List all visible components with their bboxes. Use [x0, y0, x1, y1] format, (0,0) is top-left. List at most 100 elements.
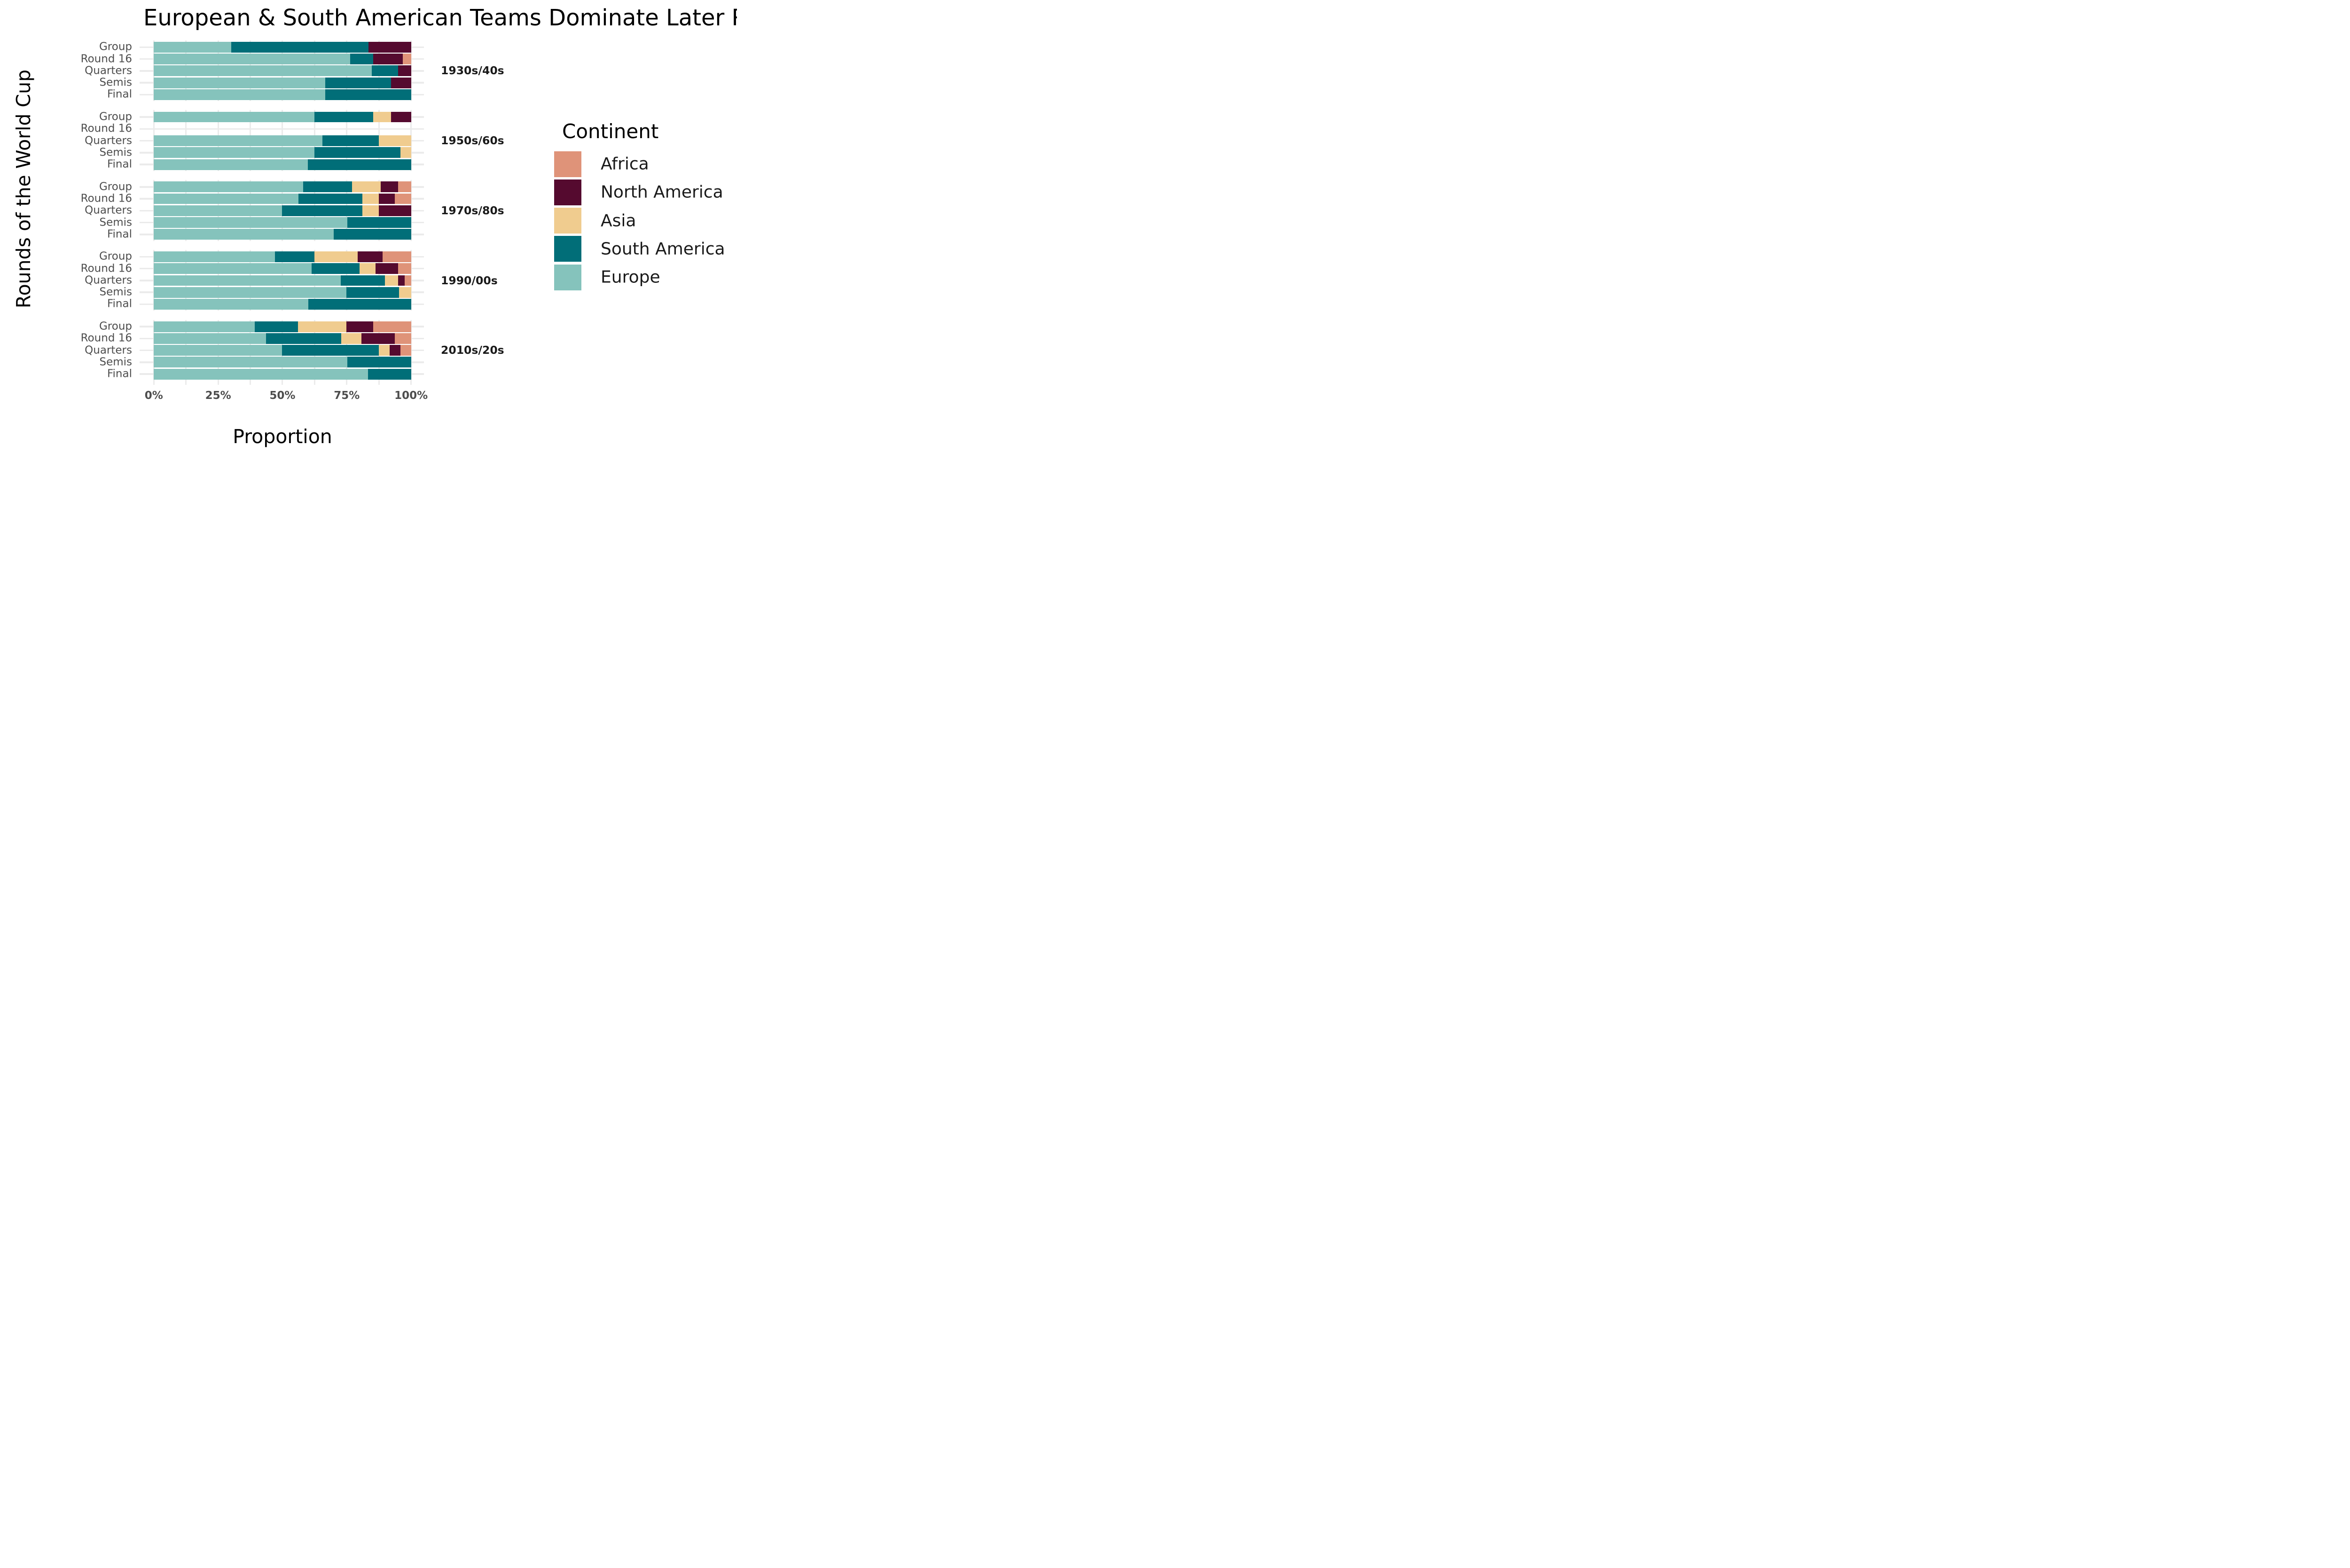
figure: European & South American Teams Dominate…	[0, 0, 737, 455]
stacked-bar	[154, 205, 411, 216]
bar-segment-south_america	[255, 321, 298, 332]
bar-segment-africa	[400, 345, 411, 356]
bar-segment-south_america	[371, 65, 398, 77]
bar-segment-africa	[403, 54, 411, 65]
row-label: Final	[107, 297, 132, 310]
bar-segment-europe	[154, 321, 255, 332]
bar-segment-north_america	[398, 65, 411, 77]
bar-segment-south_america	[282, 205, 362, 216]
bar-segment-europe	[154, 368, 368, 380]
bar-segment-europe	[154, 251, 275, 262]
row-label: Group	[99, 250, 132, 263]
bar-segment-europe	[154, 205, 282, 216]
bar-segment-asia	[359, 263, 376, 274]
stacked-bar	[154, 181, 411, 193]
bar-segment-asia	[399, 287, 411, 298]
bar-segment-north_america	[389, 345, 400, 356]
x-tick-label: 75%	[334, 390, 360, 402]
x-axis-tick	[410, 381, 412, 385]
bar-segment-north_america	[373, 54, 403, 65]
bar-segment-europe	[154, 299, 308, 310]
bar-segment-europe	[154, 65, 372, 77]
x-tick-label: 50%	[269, 390, 296, 402]
bar-segment-south_america	[308, 299, 411, 310]
panels-area: Group Round 16 Quarters Semis Final 1930s/40s…	[0, 0, 737, 455]
stacked-bar	[154, 251, 411, 262]
facet-label: 1950s/60s	[441, 134, 504, 148]
legend-swatch-africa	[554, 151, 581, 177]
bar-segment-europe	[154, 147, 314, 158]
bar-segment-north_america	[381, 181, 398, 193]
row-label: Group	[99, 110, 132, 123]
x-axis-tick	[185, 381, 187, 385]
legend-title: Continent	[562, 120, 659, 143]
stacked-bar	[154, 275, 411, 286]
stacked-bar	[154, 345, 411, 356]
row-label: Final	[107, 228, 132, 241]
row-label: Final	[107, 158, 132, 171]
bar-segment-south_america	[347, 217, 411, 228]
row-label: Group	[99, 40, 132, 53]
bar-segment-africa	[373, 321, 411, 332]
bar-segment-north_america	[398, 275, 405, 286]
row-label: Semis	[99, 286, 132, 298]
bar-segment-europe	[154, 275, 341, 286]
bar-segment-south_america	[340, 275, 385, 286]
row-label: Round 16	[80, 192, 132, 205]
stacked-bar	[154, 54, 411, 65]
bar-segment-europe	[154, 333, 266, 344]
bar-segment-europe	[154, 159, 308, 170]
stacked-bar	[154, 147, 411, 158]
row-label: Quarters	[85, 204, 132, 217]
bar-segment-asia	[362, 205, 379, 216]
bar-segment-south_america	[266, 333, 342, 344]
x-axis-tick	[217, 381, 219, 385]
bar-segment-asia	[400, 147, 411, 158]
bar-segment-south_america	[333, 229, 411, 240]
bar-segment-asia	[373, 111, 391, 123]
stacked-bar	[154, 159, 411, 170]
stacked-bar	[154, 263, 411, 274]
bar-segment-asia	[314, 251, 358, 262]
bar-segment-south_america	[231, 41, 368, 53]
row-label: Final	[107, 88, 132, 101]
facet-label: 2010s/20s	[441, 343, 504, 357]
bar-segment-africa	[404, 275, 411, 286]
bar-segment-south_america	[325, 89, 411, 100]
stacked-bar	[154, 41, 411, 53]
bar-segment-south_america	[314, 147, 401, 158]
legend-swatch-europe	[554, 264, 581, 290]
bar-segment-asia	[341, 333, 361, 344]
legend-label-africa: Africa	[601, 154, 649, 174]
x-axis-tick	[250, 381, 251, 385]
row-label: Group	[99, 180, 132, 193]
x-tick-label: 100%	[394, 390, 428, 402]
row-label: Semis	[99, 356, 132, 368]
legend-label-north_america: North America	[601, 182, 723, 202]
bar-segment-africa	[398, 263, 411, 274]
stacked-bar	[154, 193, 411, 204]
bar-segment-south_america	[274, 251, 315, 262]
bar-segment-europe	[154, 357, 347, 368]
x-tick-label: 25%	[205, 390, 231, 402]
row-label: Final	[107, 367, 132, 380]
bar-segment-asia	[378, 345, 390, 356]
bar-segment-europe	[154, 229, 334, 240]
stacked-bar	[154, 135, 411, 146]
bar-segment-south_america	[350, 54, 374, 65]
bar-segment-asia	[378, 135, 411, 146]
bar-segment-europe	[154, 89, 325, 100]
row-label: Round 16	[80, 53, 132, 65]
bar-segment-south_america	[314, 111, 374, 123]
row-label: Quarters	[85, 134, 132, 147]
bar-segment-europe	[154, 54, 351, 65]
stacked-bar	[154, 287, 411, 298]
stacked-bar	[154, 368, 411, 380]
bar-segment-europe	[154, 287, 347, 298]
bar-segment-europe	[154, 41, 232, 53]
x-axis-tick	[313, 381, 315, 385]
bar-segment-north_america	[346, 321, 374, 332]
bar-segment-africa	[394, 333, 411, 344]
stacked-bar	[154, 229, 411, 240]
bar-segment-europe	[154, 111, 314, 123]
